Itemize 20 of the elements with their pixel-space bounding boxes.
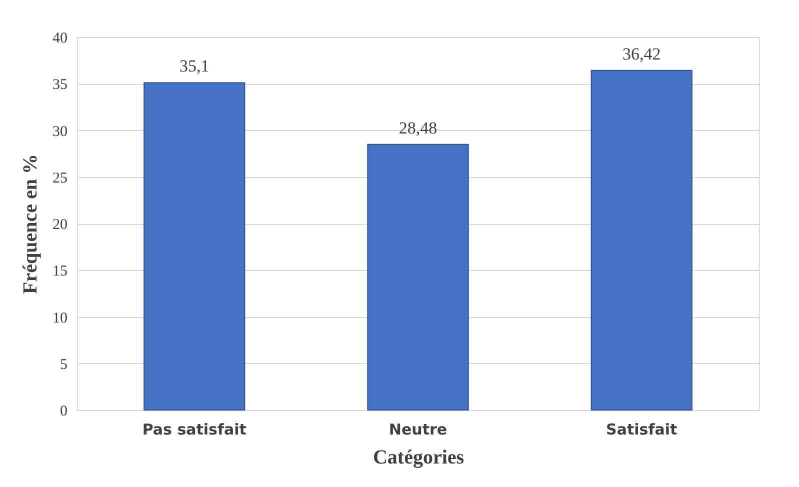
y-tick-label: 35 <box>52 77 68 94</box>
data-label: 28,48 <box>398 118 438 138</box>
x-axis-title: Catégories <box>372 446 464 468</box>
x-tick-label: Satisfait <box>606 420 678 438</box>
y-tick-label: 15 <box>52 264 68 280</box>
y-tick-label: 5 <box>60 356 68 373</box>
bar <box>144 82 246 410</box>
y-tick-label: 40 <box>52 30 68 46</box>
x-tick-label: Neutre <box>388 420 448 438</box>
x-tick-label: Pas satisfait <box>142 420 246 438</box>
y-tick-label: 25 <box>52 170 68 186</box>
y-tick-label: 30 <box>52 124 68 140</box>
y-axis-title: Fréquence en % <box>20 154 42 294</box>
y-tick-label: 10 <box>52 310 68 326</box>
data-label: 36,42 <box>622 44 661 64</box>
bar <box>590 70 692 410</box>
data-label: 35,1 <box>180 56 210 76</box>
bar <box>367 144 469 410</box>
y-tick-label: 0 <box>60 404 68 420</box>
y-tick-label: 20 <box>52 217 68 233</box>
